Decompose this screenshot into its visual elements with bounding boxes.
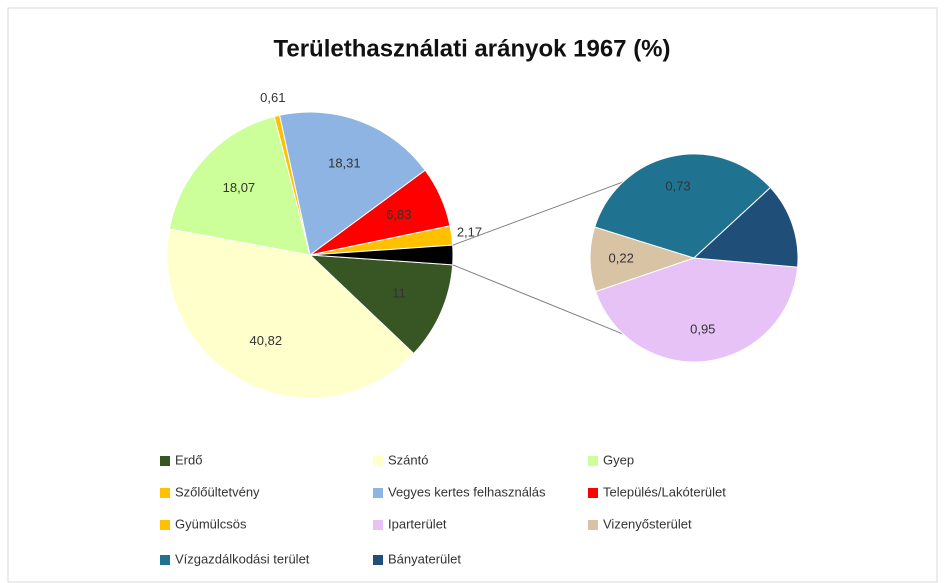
pie-slice: [594, 153, 772, 259]
legend-swatch: [373, 555, 383, 565]
connector-line: [452, 181, 624, 246]
chart-title: Területhasználati arányok 1967 (%): [273, 35, 670, 62]
legend-label: Gyümülcsös: [175, 516, 247, 531]
data-label: 11: [392, 286, 406, 301]
legend-label: Vizenyősterület: [603, 516, 692, 531]
legend-label: Szántó: [388, 452, 428, 467]
data-label: 0,61: [260, 90, 285, 105]
data-label: 0,22: [609, 250, 634, 265]
legend-label: Bányaterület: [388, 551, 461, 566]
data-label: 18,07: [223, 180, 256, 195]
pie-slice: [308, 254, 454, 355]
legend-swatch: [160, 456, 170, 466]
data-label: 40,82: [250, 333, 283, 348]
legend-label: Szőlőültetvény: [175, 484, 260, 499]
pie-slice: [692, 186, 799, 268]
data-label: 0,73: [665, 178, 690, 193]
pie-slice: [166, 228, 415, 399]
pie-slice: [594, 257, 799, 363]
legend-label: Település/Lakóterület: [603, 484, 726, 499]
legend-label: Gyep: [603, 452, 634, 467]
legend-swatch: [588, 488, 598, 498]
legend-label: Iparterület: [388, 516, 447, 531]
legend-label: Vízgazdálkodási terület: [175, 551, 310, 566]
legend-swatch: [373, 488, 383, 498]
legend-swatch: [160, 555, 170, 565]
data-label: 2,17: [457, 224, 482, 239]
legend-label: Vegyes kertes felhasználás: [388, 484, 546, 499]
legend-swatch: [373, 456, 383, 466]
data-label: 6,83: [386, 207, 411, 222]
legend-swatch: [373, 520, 383, 530]
legend-label: Erdő: [175, 452, 202, 467]
pie-slice: [168, 115, 311, 256]
legend-swatch: [160, 488, 170, 498]
legend-swatch: [588, 520, 598, 530]
legend-swatch: [588, 456, 598, 466]
pie-slice: [279, 111, 426, 256]
pie-slice-other: [309, 244, 454, 266]
connector-line: [452, 264, 624, 335]
data-label: 0,95: [690, 322, 715, 337]
data-label: 18,31: [328, 155, 361, 170]
legend-swatch: [160, 520, 170, 530]
